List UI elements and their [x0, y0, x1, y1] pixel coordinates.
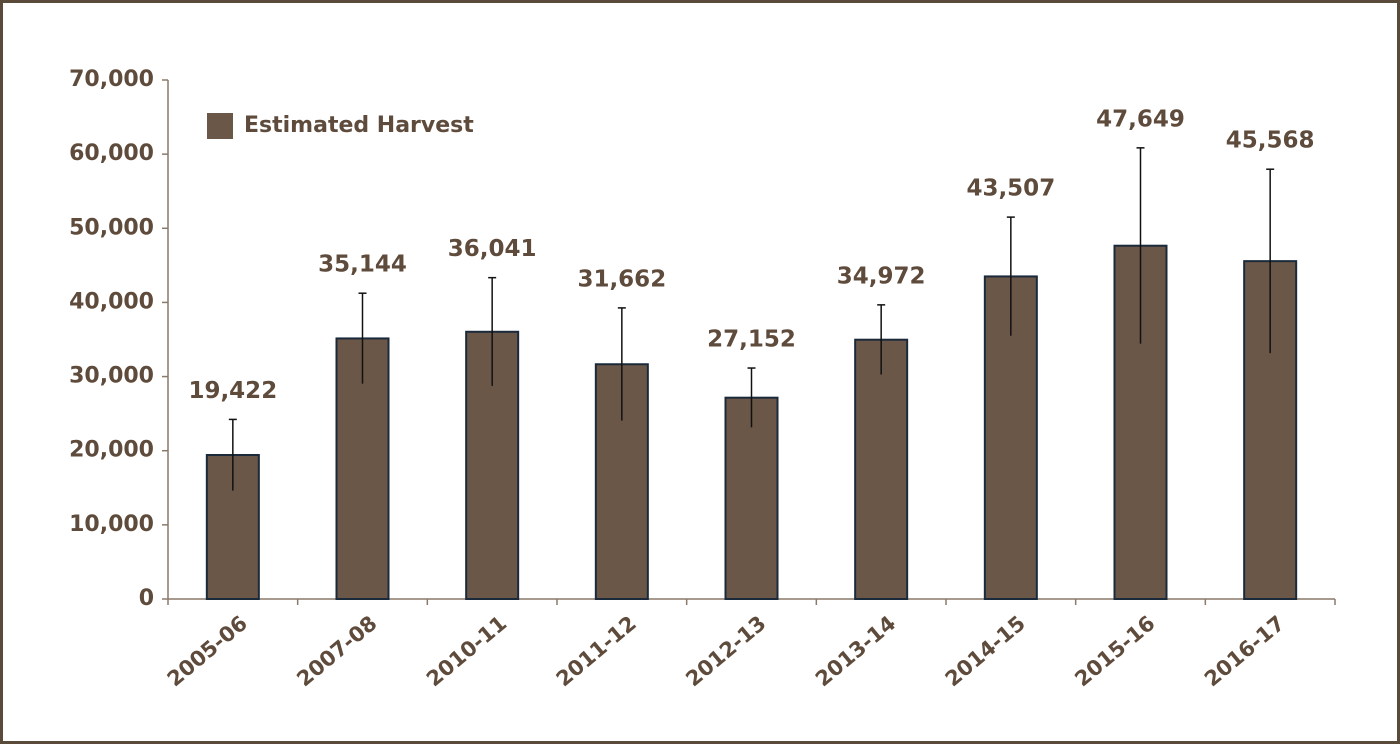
data-label: 47,649	[1096, 106, 1185, 132]
y-tick-label: 50,000	[69, 215, 154, 240]
data-label: 45,568	[1226, 128, 1315, 154]
data-label: 36,041	[448, 236, 537, 262]
y-tick-label: 20,000	[69, 438, 154, 463]
y-tick-label: 60,000	[69, 141, 154, 166]
data-label: 27,152	[707, 327, 796, 353]
legend-label: Estimated Harvest	[244, 113, 474, 138]
y-tick-label: 10,000	[69, 512, 154, 537]
legend-swatch	[207, 113, 233, 139]
y-tick-label: 30,000	[69, 364, 154, 389]
bar	[854, 338, 909, 600]
data-label: 43,507	[966, 176, 1055, 202]
bar	[724, 396, 779, 600]
data-label: 34,972	[837, 263, 926, 289]
data-label: 19,422	[188, 378, 277, 404]
y-tick-label: 40,000	[69, 289, 154, 314]
y-tick-label: 0	[139, 586, 154, 611]
data-label: 35,144	[318, 252, 407, 278]
y-tick-label: 70,000	[69, 67, 154, 92]
data-label: 31,662	[577, 266, 666, 292]
